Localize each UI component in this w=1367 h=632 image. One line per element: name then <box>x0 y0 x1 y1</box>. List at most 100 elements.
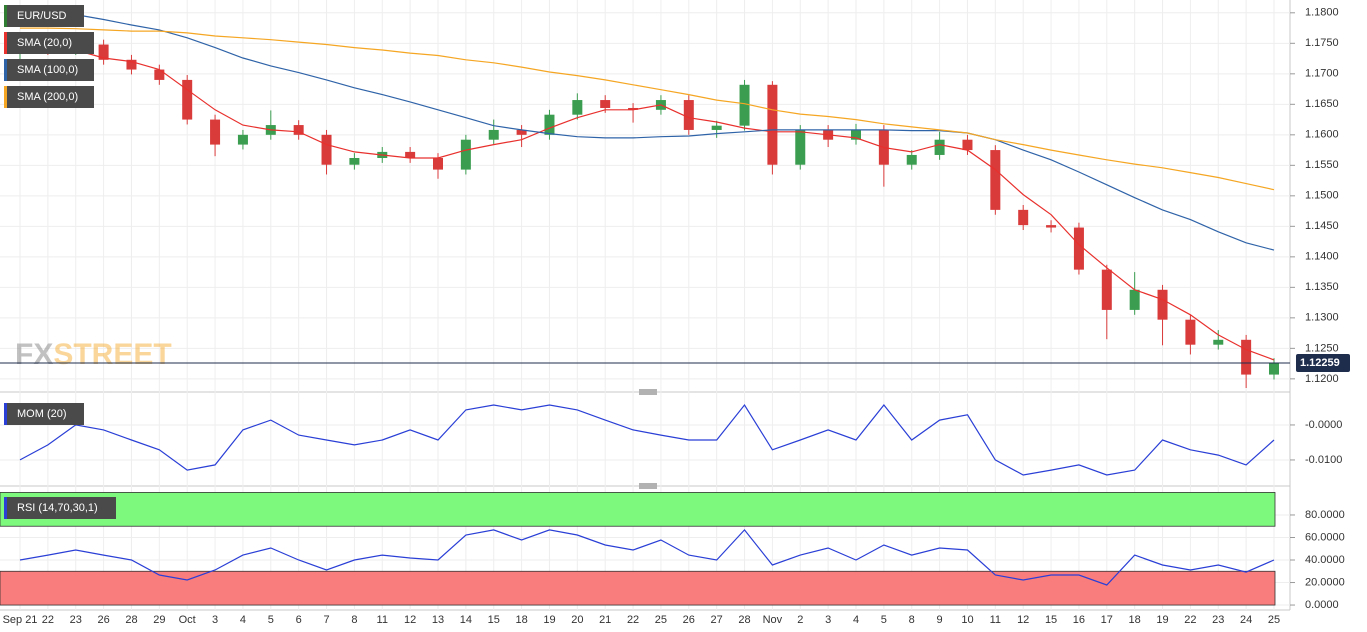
candle-body <box>321 134 332 165</box>
candle-body <box>683 100 694 130</box>
y-tick-label: 1.1200 <box>1305 373 1339 385</box>
candle-body <box>182 79 193 120</box>
legend-label: MOM (20) <box>17 408 67 420</box>
resize-handle[interactable] <box>639 483 657 489</box>
x-tick-label: 23 <box>70 614 82 626</box>
indicator-line <box>19 528 1275 586</box>
x-tick-label: 8 <box>351 614 357 626</box>
candle-body <box>962 139 973 151</box>
candle-body <box>154 69 165 80</box>
rsi-band <box>0 492 1276 527</box>
x-tick-label: 14 <box>460 614 472 626</box>
y-tick-label: 1.1250 <box>1305 342 1339 354</box>
watermark-suffix: STREET <box>53 338 171 371</box>
y-tick-label: -0.0100 <box>1305 454 1342 466</box>
y-tick-label: 1.1400 <box>1305 251 1339 263</box>
x-tick-label: 23 <box>1212 614 1224 626</box>
x-tick-label: 22 <box>1184 614 1196 626</box>
legend-swatch <box>4 5 7 27</box>
y-tick-label: 1.1650 <box>1305 98 1339 110</box>
candle-body <box>600 100 611 108</box>
y-tick-label: 80.0000 <box>1305 509 1345 521</box>
legend-label: RSI (14,70,30,1) <box>17 502 98 514</box>
sma-line <box>20 27 1275 191</box>
x-tick-label: 11 <box>990 614 1001 626</box>
x-tick-label: 9 <box>937 614 943 626</box>
candle-body <box>1129 289 1140 310</box>
x-tick-label: 5 <box>881 614 887 626</box>
x-tick-label: 22 <box>42 614 54 626</box>
candle-body <box>934 139 945 155</box>
legend-box <box>4 59 94 81</box>
x-tick-label: 4 <box>240 614 246 626</box>
x-tick-label: 3 <box>212 614 218 626</box>
candle-body <box>851 129 861 140</box>
legend-label: EUR/USD <box>17 10 67 22</box>
x-tick-label: 18 <box>1129 614 1141 626</box>
candle-body <box>906 154 917 165</box>
x-tick-label: 26 <box>683 614 695 626</box>
sma-line <box>19 7 1275 251</box>
legend-box <box>4 497 116 519</box>
candle-body <box>767 84 778 165</box>
candle-body <box>1101 269 1112 310</box>
y-tick-label: 1.1600 <box>1305 129 1339 141</box>
candle-body <box>98 44 109 60</box>
x-tick-label: Sep 21 <box>3 614 38 626</box>
resize-handle[interactable] <box>639 389 657 395</box>
x-tick-label: 15 <box>488 614 500 626</box>
x-tick-label: Nov <box>763 614 783 626</box>
candle-body <box>516 129 527 135</box>
y-tick-label: 1.1700 <box>1305 68 1339 80</box>
legend-box <box>4 32 94 54</box>
x-tick-label: 11 <box>377 614 388 626</box>
x-tick-label: 15 <box>1045 614 1057 626</box>
candle-body <box>1046 225 1057 228</box>
x-tick-label: 10 <box>961 614 973 626</box>
candle-body <box>1018 209 1029 226</box>
y-tick-label: 1.1450 <box>1305 220 1339 232</box>
x-tick-label: 3 <box>825 614 831 626</box>
rsi-band <box>0 570 1276 606</box>
y-tick-label: 1.1300 <box>1305 312 1339 324</box>
x-tick-label: 20 <box>571 614 583 626</box>
x-tick-label: 24 <box>1240 614 1252 626</box>
x-tick-label: 29 <box>153 614 165 626</box>
y-tick-label: 1.1800 <box>1305 7 1339 19</box>
last-price-label: 1.12259 <box>1300 357 1340 369</box>
candle-body <box>405 151 416 159</box>
x-tick-label: 4 <box>853 614 859 626</box>
legend-swatch <box>4 32 7 54</box>
x-tick-label: 5 <box>268 614 274 626</box>
candle-body <box>126 59 137 70</box>
candle-body <box>1073 227 1084 270</box>
x-tick-label: 12 <box>1017 614 1029 626</box>
candle-body <box>990 150 1001 210</box>
y-tick-label: 1.1550 <box>1305 159 1339 171</box>
candle-body <box>1269 362 1279 375</box>
x-tick-label: 28 <box>125 614 137 626</box>
legend-label: SMA (200,0) <box>17 91 78 103</box>
y-tick-label: 0.0000 <box>1305 599 1339 611</box>
legend-label: SMA (20,0) <box>17 37 72 49</box>
sma-line <box>19 39 1275 361</box>
x-tick-label: Oct <box>179 614 196 626</box>
x-tick-label: 12 <box>404 614 416 626</box>
x-tick-label: 8 <box>909 614 915 626</box>
candle-body <box>433 158 443 170</box>
candle-body <box>739 84 750 126</box>
x-tick-label: 2 <box>797 614 803 626</box>
candle-body <box>1213 339 1224 345</box>
x-tick-label: 19 <box>1156 614 1168 626</box>
x-tick-label: 6 <box>296 614 302 626</box>
y-tick-label: 1.1750 <box>1305 37 1339 49</box>
y-tick-label: 1.1350 <box>1305 281 1339 293</box>
legend-swatch <box>4 86 7 108</box>
candle-body <box>628 107 639 110</box>
legend-swatch <box>4 59 7 81</box>
candle-body <box>488 129 499 140</box>
x-tick-label: 22 <box>627 614 639 626</box>
legend-box <box>4 5 84 27</box>
